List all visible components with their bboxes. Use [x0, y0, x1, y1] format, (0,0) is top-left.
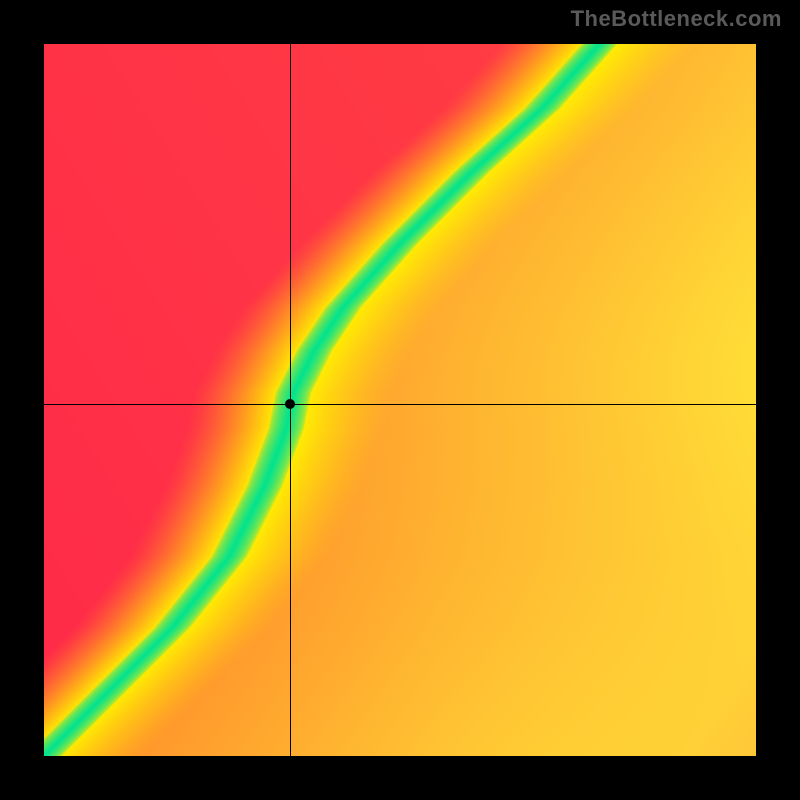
- heatmap-canvas: [44, 44, 756, 756]
- plot-area: [44, 44, 756, 756]
- watermark-text: TheBottleneck.com: [571, 6, 782, 32]
- crosshair-dot: [285, 399, 295, 409]
- crosshair-horizontal: [44, 404, 756, 405]
- chart-container: TheBottleneck.com: [0, 0, 800, 800]
